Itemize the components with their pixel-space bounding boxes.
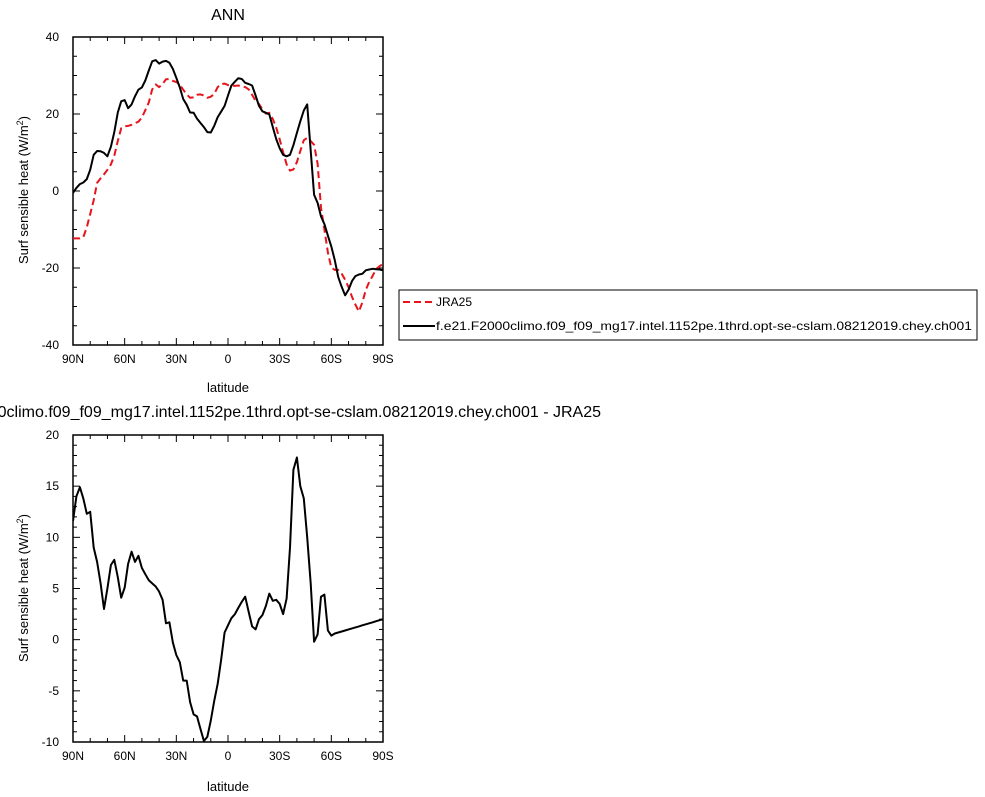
panel-1-series-line-model	[73, 59, 383, 297]
panel-2-y-tick-label: 0	[52, 633, 59, 647]
panel-1-frame	[72, 36, 384, 346]
panel-1-x-tick-label: 30N	[165, 352, 187, 366]
panel-2-y-tick-label: 10	[46, 530, 60, 544]
panel-2-x-tick-label: 0	[225, 749, 232, 763]
panel-2-series-line-difference	[73, 456, 383, 742]
panel-1-y-tick-label: 40	[46, 30, 60, 44]
panel-2-y-axis-label: Surf sensible heat (W/m2)	[15, 514, 31, 662]
panel-2-x-tick-label: 60S	[321, 749, 342, 763]
panel-1-x-tick-label: 90N	[62, 352, 84, 366]
panel-2-y-tick-label: -5	[48, 684, 59, 698]
panel-1-y-tick-label: -20	[42, 261, 60, 275]
panel-2-x-tick-label: 60N	[114, 749, 136, 763]
panel-2-x-tick-label: 30S	[269, 749, 290, 763]
panel-2-y-tick-label: 20	[46, 428, 60, 442]
panel-1-y-tick-label: 20	[46, 107, 60, 121]
panel-1-y-axis-label: Surf sensible heat (W/m2)	[15, 116, 31, 264]
panel-1-title: ANN	[211, 7, 245, 24]
panel-2-y-tick-label: 15	[46, 479, 60, 493]
panel-2-y-tick-label: -10	[42, 735, 60, 749]
panel-1-x-tick-label: 60N	[114, 352, 136, 366]
panel-1-plot-area: 90N 60N 30N 0 30S 60S 90S -40 -20 0 20 40	[42, 30, 394, 366]
legend-label-jra25: JRA25	[436, 295, 472, 309]
panel-2-x-tick-label: 30N	[165, 749, 187, 763]
panel-1-x-tick-label: 0	[225, 352, 232, 366]
legend-box	[398, 289, 978, 341]
legend: JRA25 f.e21.F2000climo.f09_f09_mg17.inte…	[398, 289, 978, 341]
panel-1-y-tick-label: 0	[52, 184, 59, 198]
legend-label-model: f.e21.F2000climo.f09_f09_mg17.intel.1152…	[436, 319, 972, 333]
panel-1-y-tick-label: -40	[42, 338, 60, 352]
panel-1-x-tick-label: 90S	[372, 352, 393, 366]
panel-2-plot-area: 90N 60N 30N 0 30S 60S 90S -10 -5 0 5 10 15 20	[42, 428, 394, 763]
panel-1-x-tick-label: 30S	[269, 352, 290, 366]
panel-1-x-axis-label: latitude	[207, 380, 249, 395]
panel-2-x-tick-label: 90S	[372, 749, 393, 763]
panel-2-x-tick-label: 90N	[62, 749, 84, 763]
panel-2-title: f.e21.F2000climo.f09_f09_mg17.intel.1152…	[0, 404, 601, 421]
panel-1-x-tick-label: 60S	[321, 352, 342, 366]
annual-mean-panel: ANN 90N 60N 30N 0 30S 60S 90S -40 -20 0 20 40 latit…	[15, 7, 394, 395]
panel-2-y-tick-label: 5	[52, 582, 59, 596]
difference-panel: f.e21.F2000climo.f09_f09_mg17.intel.1152…	[0, 404, 601, 794]
panel-1-series-line-jra25	[73, 78, 383, 313]
panel-2-x-axis-label: latitude	[207, 779, 249, 794]
